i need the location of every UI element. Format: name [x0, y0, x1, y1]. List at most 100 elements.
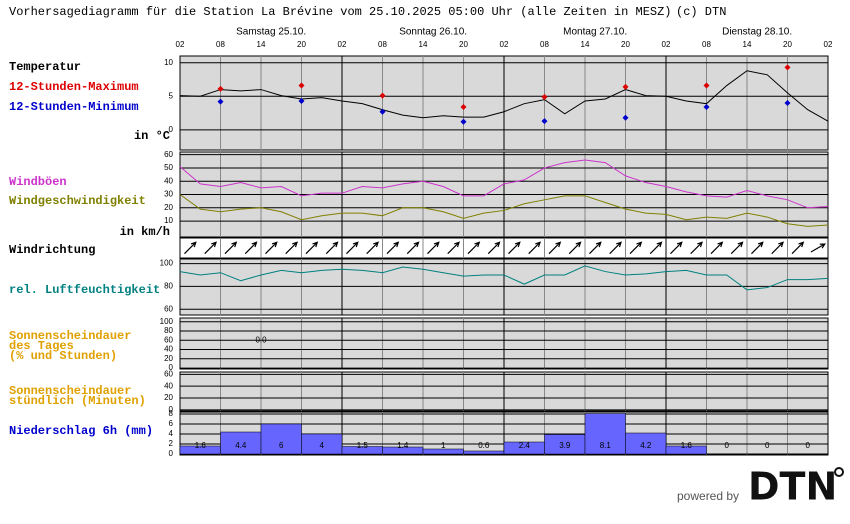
- time-tick-label: 14: [581, 40, 590, 49]
- wind-arrow: [568, 241, 582, 255]
- wind-arrow: [244, 241, 258, 255]
- line: [179, 265, 829, 291]
- panel-title: Sonnenscheindauer: [9, 329, 131, 343]
- wind-arrow: [184, 241, 197, 255]
- legend-entry: 12-Stunden-Minimum: [9, 100, 139, 114]
- data-label: 1.4: [397, 441, 409, 450]
- wind-arrow: [467, 241, 481, 255]
- wind-arrow: [447, 241, 460, 255]
- wind-arrow: [609, 241, 622, 255]
- y-tick-label: 4: [169, 429, 174, 438]
- y-tick-label: 60: [164, 369, 173, 378]
- unit: in °C: [134, 129, 170, 143]
- wind-arrow: [528, 241, 541, 255]
- time-tick-label: 20: [621, 40, 630, 49]
- legend-entry: rel. Luftfeuchtigkeit: [9, 283, 160, 297]
- marker: [217, 85, 224, 92]
- data-label: 2.4: [519, 441, 531, 450]
- title: Vorhersagediagramm für die Station La Br…: [9, 5, 672, 19]
- y-tick-label: 20: [164, 203, 173, 212]
- bar: [584, 413, 626, 455]
- wind-arrow: [366, 241, 379, 255]
- panel-title: stündlich (Minuten): [9, 394, 146, 408]
- y-tick-label: 40: [164, 381, 173, 390]
- bar: [665, 445, 707, 455]
- y-tick-label: 60: [164, 304, 173, 313]
- y-tick-label: 80: [164, 282, 173, 291]
- y-tick-label: 6: [169, 419, 174, 428]
- time-tick-label: 02: [176, 40, 185, 49]
- wind-arrow: [204, 241, 217, 255]
- wind-arrow: [791, 241, 805, 255]
- y-tick-label: 2: [169, 439, 174, 448]
- time-tick-label: 14: [257, 40, 266, 49]
- wind-arrow: [265, 241, 278, 255]
- y-tick-label: 60: [164, 335, 173, 344]
- day-label: Sonntag 26.10.: [399, 27, 467, 38]
- y-tick-label: 20: [164, 393, 173, 402]
- day-label: Dienstag 28.10.: [722, 27, 792, 38]
- time-tick-label: 08: [216, 40, 225, 49]
- wind-arrow: [406, 241, 420, 255]
- marker: [298, 82, 305, 89]
- marker: [703, 82, 710, 89]
- data-label: 3.9: [559, 441, 571, 450]
- marker: [622, 114, 629, 121]
- wind-arrow: [346, 241, 359, 255]
- legend-entry: 12-Stunden-Maximum: [9, 80, 139, 94]
- wind-arrow: [548, 241, 562, 255]
- data-label: 4: [320, 441, 325, 450]
- data-label: 1: [441, 441, 446, 450]
- y-tick-label: 40: [164, 345, 173, 354]
- data-label: 1.6: [681, 441, 693, 450]
- marker: [379, 92, 386, 99]
- marker: [541, 118, 548, 125]
- wind-arrow: [224, 241, 238, 255]
- time-tick-label: 02: [500, 40, 509, 49]
- powered-by: powered by: [677, 489, 739, 503]
- y-tick-label: 10: [164, 58, 173, 67]
- logo-dot: [834, 467, 844, 477]
- y-tick-label: 5: [169, 91, 174, 100]
- wind-arrow: [487, 241, 501, 255]
- y-tick-label: 0: [169, 363, 174, 372]
- y-tick-label: 60: [164, 150, 173, 159]
- time-tick-label: 20: [783, 40, 792, 49]
- y-tick-label: 0: [169, 449, 174, 458]
- wind-arrow: [730, 241, 744, 255]
- y-tick-label: 80: [164, 326, 173, 335]
- legend-entry: Temperatur: [9, 60, 81, 74]
- y-tick-label: 0: [169, 125, 174, 134]
- time-tick-label: 20: [459, 40, 468, 49]
- bar: [625, 432, 667, 455]
- y-tick-label: 20: [164, 354, 173, 363]
- wind-arrow: [508, 241, 521, 255]
- marker: [703, 104, 710, 111]
- y-tick-label: 8: [169, 409, 174, 418]
- data-label: 0: [806, 441, 811, 450]
- wind-arrow: [427, 241, 440, 255]
- copyright: (c) DTN: [676, 5, 726, 19]
- bar: [260, 423, 302, 455]
- line: [179, 194, 829, 227]
- wind-arrow: [690, 241, 703, 255]
- marker: [541, 93, 548, 100]
- panel-title: Windrichtung: [9, 243, 95, 257]
- y-tick-label: 50: [164, 163, 173, 172]
- data-label: 4.4: [235, 441, 247, 450]
- time-tick-label: 02: [662, 40, 671, 49]
- panel-title: (% und Stunden): [9, 349, 117, 363]
- marker: [460, 104, 467, 111]
- value-label: 0.0: [255, 336, 267, 345]
- line: [179, 159, 829, 209]
- day-label: Samstag 25.10.: [236, 27, 306, 38]
- y-tick-label: 100: [160, 317, 174, 326]
- marker: [460, 118, 467, 125]
- wind-arrow: [386, 241, 400, 255]
- y-tick-label: 30: [164, 190, 173, 199]
- y-tick-label: 0: [169, 405, 174, 414]
- wind-arrow: [285, 241, 298, 255]
- wind-arrow: [325, 241, 339, 255]
- time-tick-label: 08: [540, 40, 549, 49]
